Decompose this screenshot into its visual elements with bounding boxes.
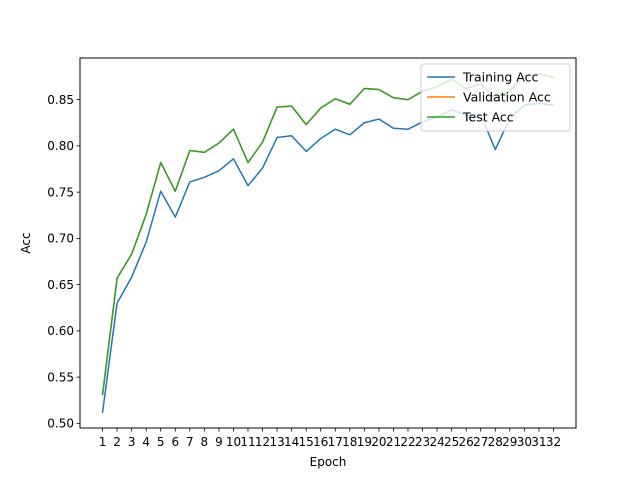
x-tick-label: 26 (459, 435, 474, 449)
plot-frame (79, 57, 577, 429)
legend-entry-label: Training Acc (462, 70, 538, 85)
x-tick-label: 3 (128, 435, 136, 449)
x-tick-label: 12 (255, 435, 270, 449)
x-tick-label: 11 (240, 435, 255, 449)
x-tick-label: 31 (531, 435, 546, 449)
x-tick-label: 1 (99, 435, 107, 449)
x-tick-label: 18 (342, 435, 357, 449)
legend-entry-label: Test Acc (462, 110, 514, 125)
x-tick-label: 16 (313, 435, 328, 449)
x-tick-label: 24 (429, 435, 444, 449)
y-tick-label: 0.55 (47, 370, 74, 384)
y-tick-label: 0.85 (47, 93, 74, 107)
x-tick-label: 9 (215, 435, 223, 449)
y-tick-label: 0.65 (47, 278, 74, 292)
y-tick-label: 0.50 (47, 417, 74, 431)
x-tick-label: 32 (546, 435, 561, 449)
x-tick-label: 20 (371, 435, 386, 449)
x-tick-label: 13 (269, 435, 284, 449)
y-tick-label: 0.75 (47, 185, 74, 199)
x-tick-label: 10 (226, 435, 241, 449)
y-tick-label: 0.80 (47, 139, 74, 153)
y-axis: 0.50 0.55 0.60 0.65 0.70 0.75 0.80 0.85 (47, 93, 80, 431)
y-tick-label: 0.70 (47, 232, 74, 246)
y-axis-label: Acc (19, 232, 33, 253)
x-tick-label: 23 (415, 435, 430, 449)
y-tick-label: 0.60 (47, 324, 74, 338)
legend-box (420, 63, 571, 132)
x-tick-label: 7 (186, 435, 194, 449)
x-axis-label: Epoch (310, 455, 347, 469)
x-tick-label: 8 (201, 435, 209, 449)
x-tick-label: 2 (113, 435, 121, 449)
x-tick-label: 19 (357, 435, 372, 449)
x-tick-label: 17 (328, 435, 343, 449)
x-tick-label: 5 (157, 435, 165, 449)
x-tick-label: 29 (502, 435, 517, 449)
legend-entry-label: Validation Acc (463, 90, 551, 105)
x-tick-label: 4 (142, 435, 150, 449)
x-tick-label: 25 (444, 435, 459, 449)
legend: Training Acc Validation Acc Test Acc (420, 63, 571, 132)
x-tick-label: 21 (386, 435, 401, 449)
x-tick-label: 30 (517, 435, 532, 449)
x-tick-label: 27 (473, 435, 488, 449)
x-tick-label: 22 (400, 435, 415, 449)
x-tick-label: 14 (284, 435, 299, 449)
x-axis: 1 2 3 4 5 6 7 8 9 10 11 12 13 14 15 16 17 18 19 20 21 22 23 24 2… (99, 428, 561, 449)
x-tick-label: 6 (171, 435, 179, 449)
x-tick-label: 28 (488, 435, 503, 449)
x-tick-label: 15 (299, 435, 314, 449)
